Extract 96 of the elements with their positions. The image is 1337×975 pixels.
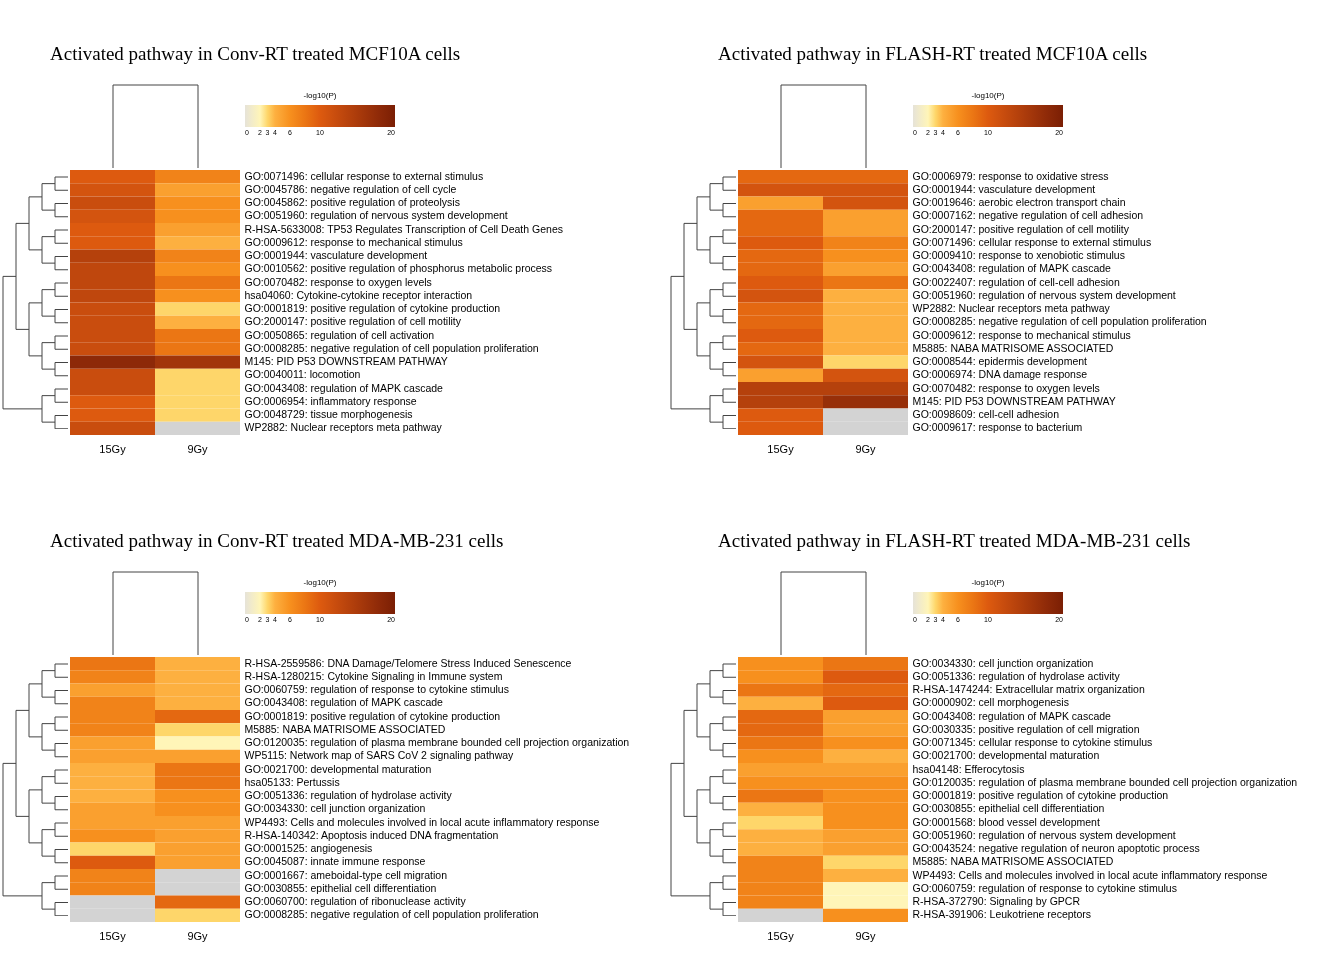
y-tick-label: R-HSA-5633008: TP53 Regulates Transcription of Cell Death Genes <box>244 222 563 235</box>
y-tick-label: WP4493: Cells and molecules involved in local acute inflammatory response <box>244 815 600 828</box>
chart-title: Activated pathway in Conv-RT treated MDA-MB-231 cells <box>50 530 504 551</box>
y-tick-label: GO:0071496: cellular response to external stimulus <box>912 235 1152 248</box>
y-tick-label: GO:0050865: regulation of cell activation <box>244 328 435 341</box>
x-tick-label: 9Gy <box>855 442 877 455</box>
y-tick-label: GO:0043408: regulation of MAPK cascade <box>912 262 1112 275</box>
y-tick-label: GO:0034330: cell junction organization <box>244 802 426 815</box>
y-tick-label: WP5115: Network map of SARS CoV 2 signaling pathway <box>244 749 515 762</box>
y-tick-label: GO:0043524: negative regulation of neuron apoptotic process <box>912 842 1200 855</box>
y-tick-label: GO:0022407: regulation of cell-cell adhesion <box>912 275 1120 288</box>
y-tick-label: M5885: NABA MATRISOME ASSOCIATED <box>912 855 1114 868</box>
y-tick-label: GO:0120035: regulation of plasma membrane bounded cell projection organization <box>912 775 1298 788</box>
y-tick-label: GO:0019646: aerobic electron transport chain <box>912 196 1126 209</box>
y-tick-label: GO:0045087: innate immune response <box>244 855 426 868</box>
text: Activated pathway in FLASH-RT treated MDA-MB-231 cells <box>718 530 1191 551</box>
y-tick-label: GO:0009410: response to xenobiotic stimulus <box>912 249 1125 262</box>
color-bar-title: -log10(P) <box>971 91 1005 100</box>
x-tick-label: 15Gy <box>99 929 127 942</box>
x-tick-label: 9Gy <box>855 929 877 942</box>
color-bar-title: -log10(P) <box>303 91 337 100</box>
y-tick-label: GO:0001568: blood vessel development <box>912 815 1100 828</box>
y-tick-label: GO:0006979: response to oxidative stress <box>912 169 1109 182</box>
y-tick-label: GO:0030855: epithelial cell differentiation <box>912 802 1105 815</box>
y-tick-label: R-HSA-2559586: DNA Damage/Telomere Stress Induced Senescence <box>244 656 572 669</box>
y-tick-label: GO:0048729: tissue morphogenesis <box>244 408 413 421</box>
y-tick-label: GO:0009612: response to mechanical stimulus <box>244 235 463 248</box>
y-tick-label: GO:0051336: regulation of hydrolase activity <box>912 669 1121 682</box>
y-tick-label: GO:0051336: regulation of hydrolase activity <box>244 789 453 802</box>
y-tick-label: R-HSA-1474244: Extracellular matrix organization <box>912 683 1145 696</box>
y-tick-label: GO:0070482: response to oxygen levels <box>912 381 1100 394</box>
y-tick-label: GO:0001525: angiogenesis <box>244 842 373 855</box>
y-tick-label: GO:0060759: regulation of response to cytokine stimulus <box>244 683 509 696</box>
y-tick-label: GO:0009612: response to mechanical stimulus <box>912 328 1131 341</box>
y-tick-label: GO:0006954: inflammatory response <box>244 394 417 407</box>
y-tick-label: GO:0007162: negative regulation of cell adhesion <box>912 209 1144 222</box>
y-tick-label: GO:0001944: vasculature development <box>244 249 428 262</box>
y-tick-label: GO:0000902: cell morphogenesis <box>912 696 1069 709</box>
y-tick-label: GO:0008285: negative regulation of cell population proliferation <box>244 908 539 921</box>
y-tick-label: GO:0043408: regulation of MAPK cascade <box>244 696 444 709</box>
x-tick-label: 9Gy <box>187 442 209 455</box>
y-tick-label: hsa04060: Cytokine-cytokine receptor interaction <box>244 288 473 301</box>
y-tick-label: GO:0021700: developmental maturation <box>912 749 1100 762</box>
y-tick-label: GO:0030855: epithelial cell differentiation <box>244 881 437 894</box>
y-tick-label: GO:0070482: response to oxygen levels <box>244 275 432 288</box>
y-tick-label: R-HSA-372790: Signaling by GPCR <box>912 895 1081 908</box>
y-tick-label: GO:0008285: negative regulation of cell population proliferation <box>244 341 539 354</box>
y-tick-label: WP2882: Nuclear receptors meta pathway <box>912 302 1111 315</box>
y-tick-label: GO:0051960: regulation of nervous system development <box>912 288 1176 301</box>
y-tick-label: GO:0040011: locomotion <box>244 368 361 381</box>
y-tick-label: R-HSA-1280215: Cytokine Signaling in Immune system <box>244 669 503 682</box>
color-bar-title: -log10(P) <box>971 578 1005 587</box>
y-tick-label: WP4493: Cells and molecules involved in local acute inflammatory response <box>912 868 1268 881</box>
y-tick-label: GO:0098609: cell-cell adhesion <box>912 408 1060 421</box>
y-tick-label: GO:0043408: regulation of MAPK cascade <box>244 381 444 394</box>
y-tick-label: GO:0021700: developmental maturation <box>244 762 432 775</box>
y-tick-label: GO:2000147: positive regulation of cell motility <box>912 222 1130 235</box>
y-tick-label: M145: PID P53 DOWNSTREAM PATHWAY <box>912 394 1116 407</box>
x-tick-label: 15Gy <box>767 442 795 455</box>
y-tick-label: GO:0008285: negative regulation of cell population proliferation <box>912 315 1207 328</box>
y-tick-label: GO:0009617: response to bacterium <box>912 421 1083 434</box>
y-tick-label: GO:0006974: DNA damage response <box>912 368 1088 381</box>
y-tick-label: GO:2000147: positive regulation of cell motility <box>244 315 462 328</box>
chart-title: Activated pathway in FLASH-RT treated MCF10A cells <box>718 43 1148 64</box>
x-tick-label: 15Gy <box>767 929 795 942</box>
y-tick-label: GO:0001819: positive regulation of cytokine production <box>244 302 501 315</box>
y-tick-label: GO:0034330: cell junction organization <box>912 656 1094 669</box>
color-bar-title: -log10(P) <box>303 578 337 587</box>
y-tick-label: WP2882: Nuclear receptors meta pathway <box>244 421 443 434</box>
x-tick-label: 9Gy <box>187 929 209 942</box>
y-tick-label: GO:0071496: cellular response to external stimulus <box>244 169 484 182</box>
y-tick-label: GO:0008544: epidermis development <box>912 355 1088 368</box>
y-tick-label: GO:0120035: regulation of plasma membrane bounded cell projection organization <box>244 736 630 749</box>
y-tick-label: R-HSA-140342: Apoptosis induced DNA fragmentation <box>244 828 499 841</box>
y-tick-label: GO:0045786: negative regulation of cell cycle <box>244 182 457 195</box>
y-tick-label: GO:0051960: regulation of nervous system development <box>244 209 508 222</box>
y-tick-label: GO:0001944: vasculature development <box>912 182 1096 195</box>
y-tick-label: hsa05133: Pertussis <box>244 775 340 788</box>
y-tick-label: GO:0010562: positive regulation of phosphorus metabolic process <box>244 262 553 275</box>
y-tick-label: GO:0001667: ameboidal-type cell migration <box>244 868 448 881</box>
y-tick-label: GO:0045862: positive regulation of proteolysis <box>244 196 460 209</box>
y-tick-label: GO:0030335: positive regulation of cell migration <box>912 722 1140 735</box>
y-tick-label: M5885: NABA MATRISOME ASSOCIATED <box>244 722 446 735</box>
y-tick-label: GO:0001819: positive regulation of cytokine production <box>244 709 501 722</box>
chart-title: Activated pathway in Conv-RT treated MCF10A cells <box>50 43 461 64</box>
y-tick-label: GO:0043408: regulation of MAPK cascade <box>912 709 1112 722</box>
y-tick-label: hsa04148: Efferocytosis <box>912 762 1025 775</box>
y-tick-label: GO:0071345: cellular response to cytokine stimulus <box>912 736 1153 749</box>
y-tick-label: GO:0060759: regulation of response to cytokine stimulus <box>912 881 1177 894</box>
x-tick-label: 15Gy <box>99 442 127 455</box>
y-tick-label: M5885: NABA MATRISOME ASSOCIATED <box>912 341 1114 354</box>
y-tick-label: GO:0001819: positive regulation of cytokine production <box>912 789 1169 802</box>
y-tick-label: M145: PID P53 DOWNSTREAM PATHWAY <box>244 355 448 368</box>
y-tick-label: GO:0051960: regulation of nervous system development <box>912 828 1176 841</box>
y-tick-label: R-HSA-391906: Leukotriene receptors <box>912 908 1092 921</box>
y-tick-label: GO:0060700: regulation of ribonuclease activity <box>244 895 467 908</box>
